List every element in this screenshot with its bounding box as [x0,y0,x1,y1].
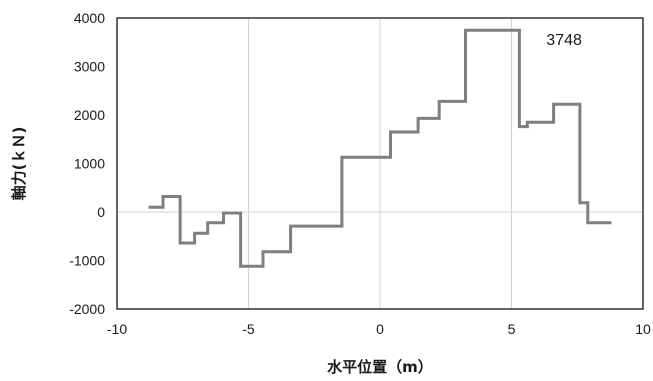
series-layer [148,28,612,268]
x-tick-label: 5 [508,321,516,337]
annotations: 3748 [546,32,582,49]
x-tick-label: 10 [635,321,651,337]
y-tick-label: 1000 [74,156,105,172]
series-line-0 [148,28,612,268]
peak-value-annotation: 3748 [546,32,582,49]
y-tick-label: -2000 [69,301,105,317]
y-tick-label: -1000 [69,253,105,269]
x-tick-label: 0 [376,321,384,337]
y-axis-title: 軸力(ｋＮ) [10,127,28,201]
y-tick-label: 2000 [74,107,105,123]
plot-area-border [116,17,644,310]
y-tick-labels: -2000 -1000 0 1000 2000 3000 4000 [69,10,105,317]
y-tick-label: 3000 [74,59,105,75]
x-tick-labels: -10 -5 0 5 10 [107,321,651,337]
x-axis-title: 水平位置（m） [327,358,433,376]
grid-lines [248,18,512,309]
x-tick-label: -10 [107,321,127,337]
y-tick-label: 0 [97,204,105,220]
x-tick-label: -5 [242,321,255,337]
y-tick-label: 4000 [74,10,105,26]
